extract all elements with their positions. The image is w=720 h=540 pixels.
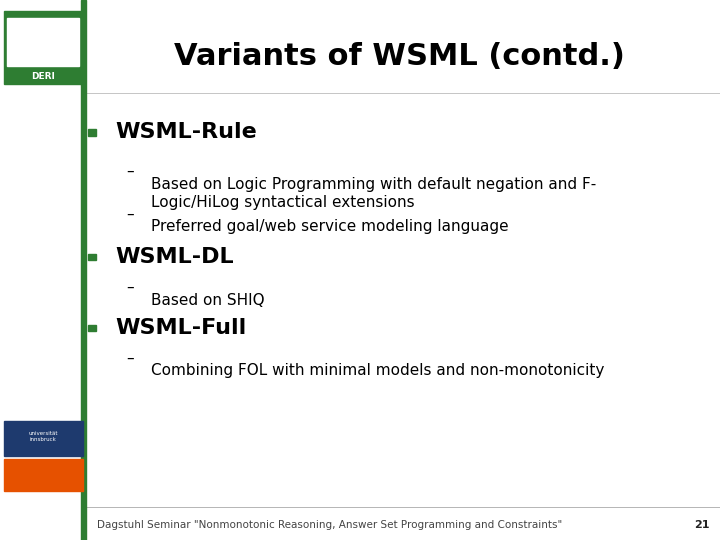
Polygon shape (21, 26, 44, 38)
Text: WSML-DL: WSML-DL (115, 247, 234, 267)
Text: Variants of WSML (contd.): Variants of WSML (contd.) (174, 42, 625, 71)
Bar (88, 254, 96, 260)
Text: –: – (126, 206, 133, 221)
Text: Preferred goal/web service modeling language: Preferred goal/web service modeling lang… (151, 219, 509, 234)
Bar (4, 421, 83, 456)
Bar (4, 11, 83, 84)
Bar (81, 0, 86, 540)
Text: WSML-Full: WSML-Full (115, 318, 246, 338)
Text: universität
innsbruck: universität innsbruck (29, 431, 58, 442)
Bar (88, 325, 96, 331)
Text: DERI: DERI (31, 72, 55, 80)
Bar (4, 459, 83, 491)
Bar (7, 18, 79, 66)
Text: WSML-Rule: WSML-Rule (115, 122, 257, 143)
Bar (88, 129, 96, 136)
Text: –: – (126, 280, 133, 295)
Text: –: – (126, 164, 133, 179)
Text: Combining FOL with minimal models and non-monotonicity: Combining FOL with minimal models and no… (151, 363, 605, 379)
Text: Based on Logic Programming with default negation and F-
Logic/HiLog syntactical : Based on Logic Programming with default … (151, 177, 596, 210)
Polygon shape (46, 36, 72, 45)
Text: Based on SHIQ: Based on SHIQ (151, 293, 265, 308)
Text: 21: 21 (693, 520, 709, 530)
Text: Dagstuhl Seminar "Nonmonotonic Reasoning, Answer Set Programming and Constraints: Dagstuhl Seminar "Nonmonotonic Reasoning… (97, 520, 562, 530)
Text: –: – (126, 350, 133, 366)
Polygon shape (35, 30, 59, 40)
